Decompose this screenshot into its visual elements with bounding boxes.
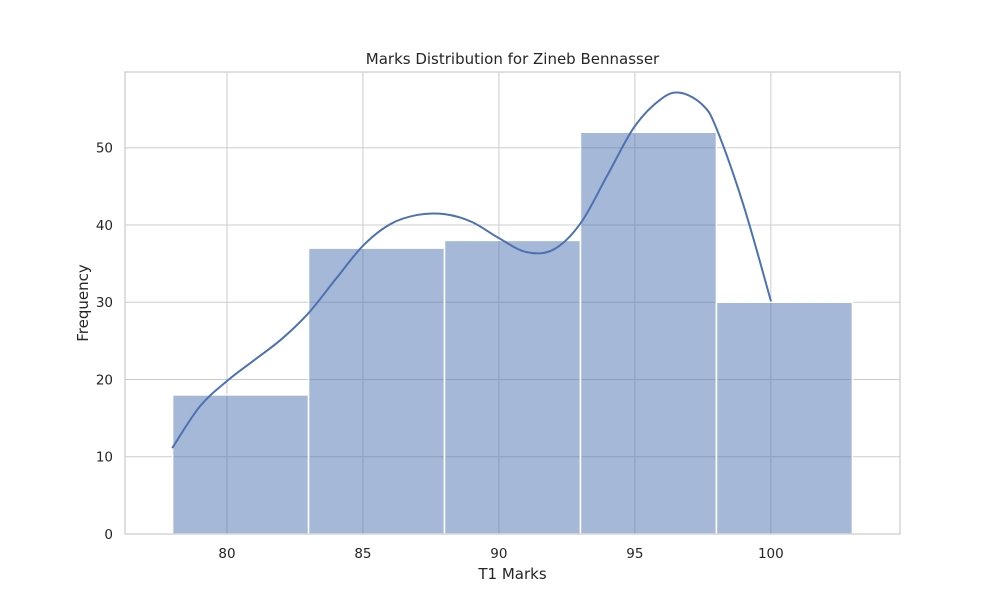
kde-density-curve xyxy=(171,91,772,449)
histogram-bars xyxy=(171,131,854,535)
x-tick-label: 80 xyxy=(218,546,235,562)
histogram-bar xyxy=(579,131,718,535)
histogram-bar xyxy=(307,247,446,535)
histogram-bar xyxy=(171,394,310,535)
y-tick-label: 0 xyxy=(104,527,113,543)
plot-frame xyxy=(124,71,901,535)
y-tick-label: 20 xyxy=(96,372,113,388)
x-tick-labels: 80 85 90 95 100 xyxy=(218,546,783,562)
y-tick-label: 10 xyxy=(96,450,113,466)
y-tick-label: 40 xyxy=(96,218,113,234)
y-axis-label: Frequency xyxy=(74,264,92,342)
x-tick-label: 90 xyxy=(490,546,507,562)
y-tick-labels: 0 10 20 30 40 50 xyxy=(96,141,113,543)
histogram-bar xyxy=(715,301,854,535)
x-tick-label: 85 xyxy=(354,546,371,562)
x-axis-label: T1 Marks xyxy=(477,565,546,583)
x-tick-label: 100 xyxy=(758,546,784,562)
kde-curve-layer xyxy=(171,91,772,449)
x-tick-label: 95 xyxy=(626,546,643,562)
y-tick-label: 30 xyxy=(96,295,113,311)
histogram-bar xyxy=(443,239,582,535)
y-tick-label: 50 xyxy=(96,141,113,157)
chart-title: Marks Distribution for Zineb Bennasser xyxy=(366,50,660,68)
